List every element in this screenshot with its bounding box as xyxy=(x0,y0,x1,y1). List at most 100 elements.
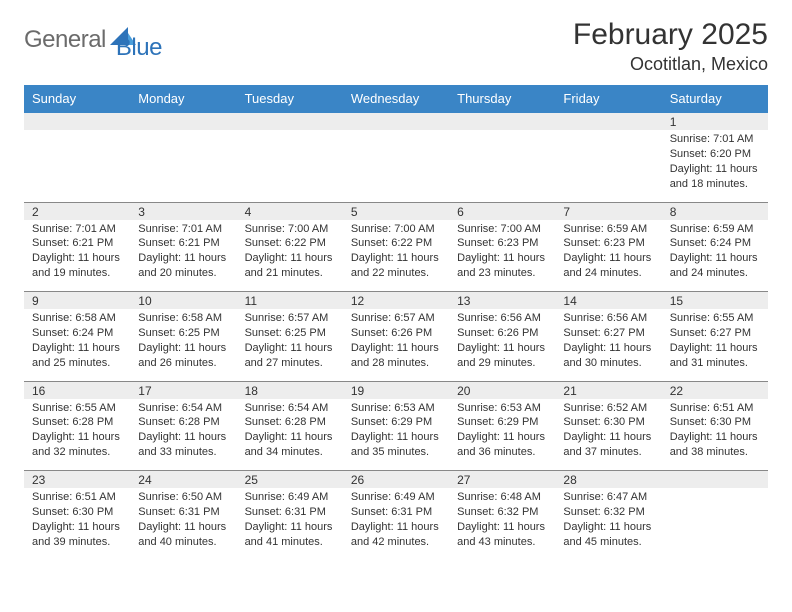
day-number-cell: 23 xyxy=(24,471,130,489)
day-number-cell: 12 xyxy=(343,292,449,310)
day-header: Sunday xyxy=(24,85,130,113)
day-detail-cell: Sunrise: 6:53 AMSunset: 6:29 PMDaylight:… xyxy=(343,399,449,471)
day-number-cell: 4 xyxy=(237,202,343,220)
daylight-text: Daylight: 11 hours and 28 minutes. xyxy=(351,341,441,371)
sunrise-text: Sunrise: 6:50 AM xyxy=(138,490,228,505)
sunrise-text: Sunrise: 6:54 AM xyxy=(245,401,335,416)
day-detail-cell: Sunrise: 6:59 AMSunset: 6:24 PMDaylight:… xyxy=(662,220,768,292)
sunrise-text: Sunrise: 6:51 AM xyxy=(32,490,122,505)
day-detail-cell: Sunrise: 7:01 AMSunset: 6:21 PMDaylight:… xyxy=(24,220,130,292)
day-detail-cell: Sunrise: 7:01 AMSunset: 6:21 PMDaylight:… xyxy=(130,220,236,292)
day-detail-cell: Sunrise: 7:00 AMSunset: 6:22 PMDaylight:… xyxy=(237,220,343,292)
daylight-text: Daylight: 11 hours and 40 minutes. xyxy=(138,520,228,550)
day-detail-cell: Sunrise: 6:56 AMSunset: 6:26 PMDaylight:… xyxy=(449,309,555,381)
day-detail-cell: Sunrise: 6:54 AMSunset: 6:28 PMDaylight:… xyxy=(237,399,343,471)
day-detail-cell xyxy=(343,130,449,202)
day-header: Friday xyxy=(555,85,661,113)
daylight-text: Daylight: 11 hours and 45 minutes. xyxy=(563,520,653,550)
day-details-row: Sunrise: 6:58 AMSunset: 6:24 PMDaylight:… xyxy=(24,309,768,381)
sunset-text: Sunset: 6:23 PM xyxy=(563,236,653,251)
day-number-cell: 10 xyxy=(130,292,236,310)
day-number-cell: 19 xyxy=(343,381,449,399)
daylight-text: Daylight: 11 hours and 33 minutes. xyxy=(138,430,228,460)
sunrise-text: Sunrise: 6:58 AM xyxy=(32,311,122,326)
daylight-text: Daylight: 11 hours and 35 minutes. xyxy=(351,430,441,460)
sunset-text: Sunset: 6:28 PM xyxy=(138,415,228,430)
day-detail-cell xyxy=(449,130,555,202)
sunset-text: Sunset: 6:32 PM xyxy=(457,505,547,520)
day-detail-cell: Sunrise: 6:57 AMSunset: 6:26 PMDaylight:… xyxy=(343,309,449,381)
day-header: Wednesday xyxy=(343,85,449,113)
sunset-text: Sunset: 6:29 PM xyxy=(457,415,547,430)
day-header: Monday xyxy=(130,85,236,113)
sunset-text: Sunset: 6:22 PM xyxy=(351,236,441,251)
sunset-text: Sunset: 6:31 PM xyxy=(138,505,228,520)
day-number-cell: 2 xyxy=(24,202,130,220)
day-header: Thursday xyxy=(449,85,555,113)
sunrise-text: Sunrise: 6:59 AM xyxy=(563,222,653,237)
sunrise-text: Sunrise: 6:53 AM xyxy=(457,401,547,416)
day-detail-cell: Sunrise: 6:52 AMSunset: 6:30 PMDaylight:… xyxy=(555,399,661,471)
sunset-text: Sunset: 6:22 PM xyxy=(245,236,335,251)
sunrise-text: Sunrise: 7:00 AM xyxy=(245,222,335,237)
day-number-cell: 24 xyxy=(130,471,236,489)
day-detail-cell: Sunrise: 6:54 AMSunset: 6:28 PMDaylight:… xyxy=(130,399,236,471)
day-details-row: Sunrise: 7:01 AMSunset: 6:20 PMDaylight:… xyxy=(24,130,768,202)
sunset-text: Sunset: 6:24 PM xyxy=(32,326,122,341)
sunset-text: Sunset: 6:25 PM xyxy=(138,326,228,341)
daylight-text: Daylight: 11 hours and 18 minutes. xyxy=(670,162,760,192)
sunrise-text: Sunrise: 6:53 AM xyxy=(351,401,441,416)
sunrise-text: Sunrise: 6:48 AM xyxy=(457,490,547,505)
day-header: Saturday xyxy=(662,85,768,113)
sunset-text: Sunset: 6:28 PM xyxy=(245,415,335,430)
day-detail-cell: Sunrise: 6:57 AMSunset: 6:25 PMDaylight:… xyxy=(237,309,343,381)
sunset-text: Sunset: 6:28 PM xyxy=(32,415,122,430)
day-number-cell: 9 xyxy=(24,292,130,310)
day-detail-cell: Sunrise: 6:49 AMSunset: 6:31 PMDaylight:… xyxy=(237,488,343,557)
sunrise-text: Sunrise: 6:58 AM xyxy=(138,311,228,326)
daylight-text: Daylight: 11 hours and 22 minutes. xyxy=(351,251,441,281)
daylight-text: Daylight: 11 hours and 38 minutes. xyxy=(670,430,760,460)
day-number-cell xyxy=(449,113,555,131)
day-detail-cell: Sunrise: 6:58 AMSunset: 6:25 PMDaylight:… xyxy=(130,309,236,381)
day-number-cell: 5 xyxy=(343,202,449,220)
sunset-text: Sunset: 6:21 PM xyxy=(138,236,228,251)
daylight-text: Daylight: 11 hours and 34 minutes. xyxy=(245,430,335,460)
day-detail-cell: Sunrise: 6:51 AMSunset: 6:30 PMDaylight:… xyxy=(662,399,768,471)
daylight-text: Daylight: 11 hours and 39 minutes. xyxy=(32,520,122,550)
day-number-row: 1 xyxy=(24,113,768,131)
daylight-text: Daylight: 11 hours and 36 minutes. xyxy=(457,430,547,460)
day-detail-cell: Sunrise: 6:49 AMSunset: 6:31 PMDaylight:… xyxy=(343,488,449,557)
day-detail-cell: Sunrise: 6:50 AMSunset: 6:31 PMDaylight:… xyxy=(130,488,236,557)
day-number-cell xyxy=(343,113,449,131)
location: Ocotitlan, Mexico xyxy=(573,54,768,75)
daylight-text: Daylight: 11 hours and 30 minutes. xyxy=(563,341,653,371)
day-number-cell: 15 xyxy=(662,292,768,310)
sunrise-text: Sunrise: 6:52 AM xyxy=(563,401,653,416)
day-number-cell: 18 xyxy=(237,381,343,399)
day-number-cell xyxy=(237,113,343,131)
sunset-text: Sunset: 6:32 PM xyxy=(563,505,653,520)
calendar-body: 1Sunrise: 7:01 AMSunset: 6:20 PMDaylight… xyxy=(24,113,768,558)
day-number-cell: 27 xyxy=(449,471,555,489)
day-detail-cell: Sunrise: 6:51 AMSunset: 6:30 PMDaylight:… xyxy=(24,488,130,557)
day-number-cell: 7 xyxy=(555,202,661,220)
daylight-text: Daylight: 11 hours and 43 minutes. xyxy=(457,520,547,550)
day-number-cell: 11 xyxy=(237,292,343,310)
day-detail-cell: Sunrise: 6:56 AMSunset: 6:27 PMDaylight:… xyxy=(555,309,661,381)
logo: General Blue xyxy=(24,18,162,62)
day-detail-cell: Sunrise: 7:00 AMSunset: 6:22 PMDaylight:… xyxy=(343,220,449,292)
sunrise-text: Sunrise: 6:54 AM xyxy=(138,401,228,416)
header: General Blue February 2025 Ocotitlan, Me… xyxy=(24,18,768,75)
day-detail-cell: Sunrise: 6:59 AMSunset: 6:23 PMDaylight:… xyxy=(555,220,661,292)
day-details-row: Sunrise: 7:01 AMSunset: 6:21 PMDaylight:… xyxy=(24,220,768,292)
month-title: February 2025 xyxy=(573,18,768,52)
day-number-cell xyxy=(130,113,236,131)
day-number-cell xyxy=(662,471,768,489)
day-detail-cell: Sunrise: 6:55 AMSunset: 6:27 PMDaylight:… xyxy=(662,309,768,381)
sunrise-text: Sunrise: 7:01 AM xyxy=(670,132,760,147)
title-block: February 2025 Ocotitlan, Mexico xyxy=(573,18,768,75)
day-number-cell: 13 xyxy=(449,292,555,310)
day-number-cell: 14 xyxy=(555,292,661,310)
day-number-cell: 1 xyxy=(662,113,768,131)
